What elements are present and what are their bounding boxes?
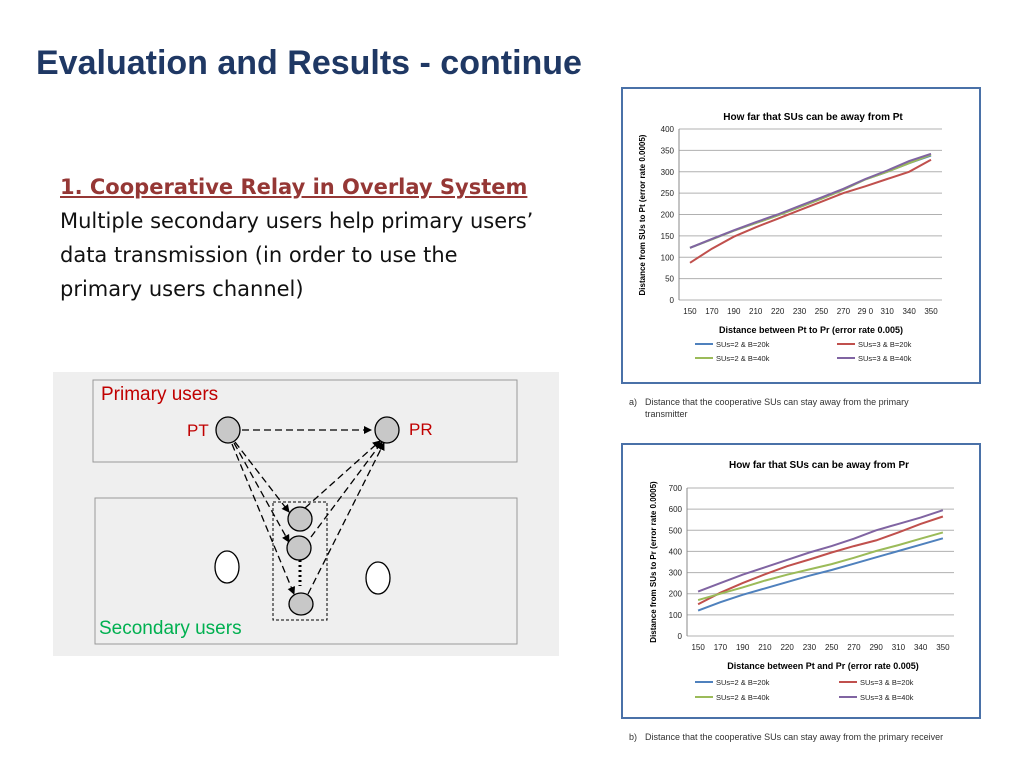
x-tick-label: 230 xyxy=(803,643,817,652)
y-tick-label: 50 xyxy=(665,275,674,284)
su1-to-pr-arrow xyxy=(304,440,381,509)
x-tick-label: 150 xyxy=(683,307,697,316)
x-tick-label: 270 xyxy=(837,307,851,316)
x-tick-label: 190 xyxy=(736,643,750,652)
y-tick-label: 150 xyxy=(661,232,675,241)
pt-label: PT xyxy=(187,421,209,440)
y-tick-label: 200 xyxy=(669,590,683,599)
su-relay-node xyxy=(287,506,313,532)
bullet-heading: 1. Cooperative Relay in Overlay System xyxy=(60,175,528,199)
series-line xyxy=(697,515,944,606)
series-line xyxy=(697,509,944,593)
y-tick-label: 350 xyxy=(661,146,675,155)
x-tick-label: 250 xyxy=(815,307,829,316)
chart-a: How far that SUs can be away from Pt Dis… xyxy=(621,87,981,384)
y-tick-label: 100 xyxy=(669,611,683,620)
pr-label: PR xyxy=(409,420,433,439)
y-tick-label: 400 xyxy=(661,125,675,134)
legend-label: SUs=3 & B=20k xyxy=(860,678,914,687)
x-tick-label: 29 0 xyxy=(858,307,874,316)
primary-users-box xyxy=(92,379,518,463)
chart-title: How far that SUs can be away from Pr xyxy=(729,460,909,471)
bullet-body: Multiple secondary users help primary us… xyxy=(60,209,534,301)
chart-a-svg: How far that SUs can be away from Pt Dis… xyxy=(638,112,942,363)
x-tick-label: 310 xyxy=(881,307,895,316)
y-tick-label: 0 xyxy=(670,296,675,305)
secondary-users-label: Secondary users xyxy=(99,618,242,639)
series-line xyxy=(697,537,944,612)
y-tick-label: 0 xyxy=(678,632,683,641)
legend-label: SUs=2 & B=20k xyxy=(716,340,770,349)
pr-node xyxy=(374,416,400,444)
su-relay-node xyxy=(288,592,314,616)
x-tick-label: 270 xyxy=(847,643,861,652)
chart-ylabel: Distance from SUs to Pr (error rate 0.00… xyxy=(649,481,658,643)
su-idle-node xyxy=(365,561,391,595)
legend-label: SUs=3 & B=40k xyxy=(858,354,912,363)
su3-to-pr-arrow xyxy=(307,442,385,595)
chart-xlabel: Distance between Pt and Pr (error rate 0… xyxy=(727,661,919,671)
chart-b: How far that SUs can be away from Pr Dis… xyxy=(621,443,981,719)
x-tick-label: 210 xyxy=(749,307,763,316)
chart-ylabel: Distance from SUs to Pt (error rate 0.00… xyxy=(638,134,647,295)
caption-a: a) Distance that the cooperative SUs can… xyxy=(629,396,959,422)
pt-to-su3-arrow xyxy=(231,443,296,595)
y-tick-label: 300 xyxy=(669,569,683,578)
y-tick-label: 200 xyxy=(661,211,675,220)
legend-label: SUs=2 & B=20k xyxy=(716,678,770,687)
caption-label: a) xyxy=(629,397,638,407)
su-idle-node xyxy=(214,550,240,584)
relay-diagram: Primary users Secondary users PT PR xyxy=(53,372,559,656)
primary-users-label: Primary users xyxy=(101,384,218,405)
x-tick-label: 170 xyxy=(705,307,719,316)
x-tick-label: 230 xyxy=(793,307,807,316)
x-tick-label: 220 xyxy=(771,307,785,316)
x-tick-label: 340 xyxy=(902,307,916,316)
chart-xlabel: Distance between Pt to Pr (error rate 0.… xyxy=(719,325,903,335)
x-tick-label: 250 xyxy=(825,643,839,652)
x-tick-label: 350 xyxy=(924,307,938,316)
series-line xyxy=(697,531,944,602)
slide-title: Evaluation and Results - continue xyxy=(36,44,582,82)
legend-label: SUs=2 & B=40k xyxy=(716,354,770,363)
y-tick-label: 100 xyxy=(661,253,675,262)
bullet-block: 1. Cooperative Relay in Overlay System M… xyxy=(60,170,540,306)
x-tick-label: 310 xyxy=(892,643,906,652)
y-tick-label: 300 xyxy=(661,168,675,177)
caption-text: Distance that the cooperative SUs can st… xyxy=(645,732,944,742)
relay-diagram-svg: Primary users Secondary users PT PR xyxy=(92,379,518,645)
su-relay-node xyxy=(286,535,312,561)
x-tick-label: 290 xyxy=(869,643,883,652)
series-line xyxy=(689,158,932,264)
legend-label: SUs=3 & B=40k xyxy=(860,693,914,702)
pt-node xyxy=(215,416,241,444)
x-tick-label: 170 xyxy=(714,643,728,652)
su2-to-pr-arrow xyxy=(310,441,383,538)
legend-label: SUs=3 & B=20k xyxy=(858,340,912,349)
caption-label: b) xyxy=(629,732,638,742)
pt-to-su1-arrow xyxy=(234,441,290,513)
y-tick-label: 700 xyxy=(669,484,683,493)
x-tick-label: 210 xyxy=(758,643,772,652)
chart-title: How far that SUs can be away from Pt xyxy=(723,112,903,123)
x-tick-label: 220 xyxy=(780,643,794,652)
x-tick-label: 350 xyxy=(936,643,950,652)
chart-b-svg: How far that SUs can be away from Pr Dis… xyxy=(649,460,954,702)
y-tick-label: 500 xyxy=(669,526,683,535)
caption-text: Distance that the cooperative SUs can st… xyxy=(645,397,909,419)
x-tick-label: 340 xyxy=(914,643,928,652)
series-line xyxy=(689,152,932,249)
y-tick-label: 600 xyxy=(669,505,683,514)
x-tick-label: 150 xyxy=(691,643,705,652)
legend-label: SUs=2 & B=40k xyxy=(716,693,770,702)
caption-b: b) Distance that the cooperative SUs can… xyxy=(629,731,959,757)
y-tick-label: 250 xyxy=(661,189,675,198)
x-tick-label: 190 xyxy=(727,307,741,316)
pt-to-su2-arrow xyxy=(233,442,290,543)
relay-cluster-box xyxy=(272,501,328,621)
y-tick-label: 400 xyxy=(669,547,683,556)
